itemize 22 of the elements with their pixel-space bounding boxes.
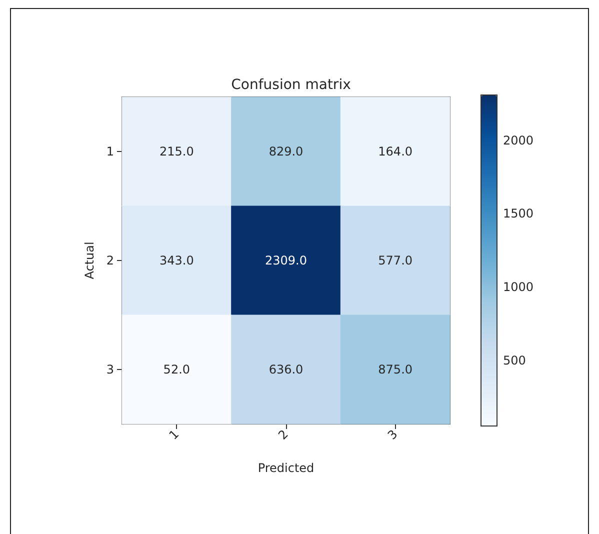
data-label: 636.0 bbox=[268, 362, 304, 376]
color-bar-label: 500 bbox=[503, 353, 526, 368]
color-bar-label: 2000 bbox=[503, 133, 534, 148]
data-label: 875.0 bbox=[378, 362, 413, 376]
x-tick-label: 2 bbox=[276, 427, 291, 442]
y-tick-label: 3 bbox=[106, 362, 114, 376]
data-label: 577.0 bbox=[378, 254, 413, 268]
x-tick-label: 3 bbox=[384, 427, 400, 442]
data-label: 343.0 bbox=[159, 254, 194, 268]
data-label: 164.0 bbox=[378, 144, 413, 158]
y-axis-title: Actual bbox=[82, 242, 96, 280]
color-bar-label: 1500 bbox=[503, 206, 534, 221]
y-tick-label: 2 bbox=[106, 254, 114, 268]
data-label: 52.0 bbox=[163, 362, 190, 376]
x-tick-label: 1 bbox=[166, 427, 182, 442]
chart-title: Confusion matrix bbox=[231, 77, 351, 93]
y-tick-label: 1 bbox=[106, 144, 114, 158]
data-label: 2309.0 bbox=[265, 254, 307, 268]
color-bar-label: 1000 bbox=[503, 280, 534, 294]
data-label: 215.0 bbox=[159, 144, 194, 158]
x-axis-title: Predicted bbox=[258, 461, 314, 475]
data-label: 829.0 bbox=[268, 144, 304, 158]
